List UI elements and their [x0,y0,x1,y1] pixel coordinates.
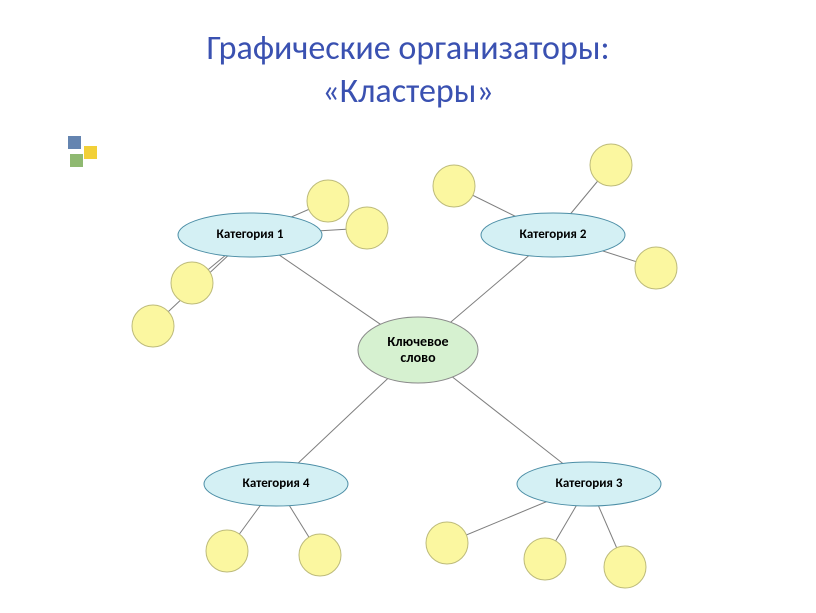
node-label-cat4: Категория 4 [204,462,348,506]
node-y4 [346,207,388,249]
node-label-center: Ключевоеслово [358,317,478,383]
node-y10 [604,546,646,588]
cluster-diagram [0,0,816,613]
node-y11 [206,530,248,572]
node-label-cat1: Категория 1 [178,213,322,257]
node-y12 [299,534,341,576]
node-y1 [171,262,213,304]
node-label-cat3: Категория 3 [517,462,661,506]
node-y5 [433,165,475,207]
node-y7 [635,247,677,289]
node-y2 [132,305,174,347]
node-label-cat2: Категория 2 [481,213,625,257]
node-y9 [524,538,566,580]
node-y8 [426,522,468,564]
node-y6 [590,144,632,186]
